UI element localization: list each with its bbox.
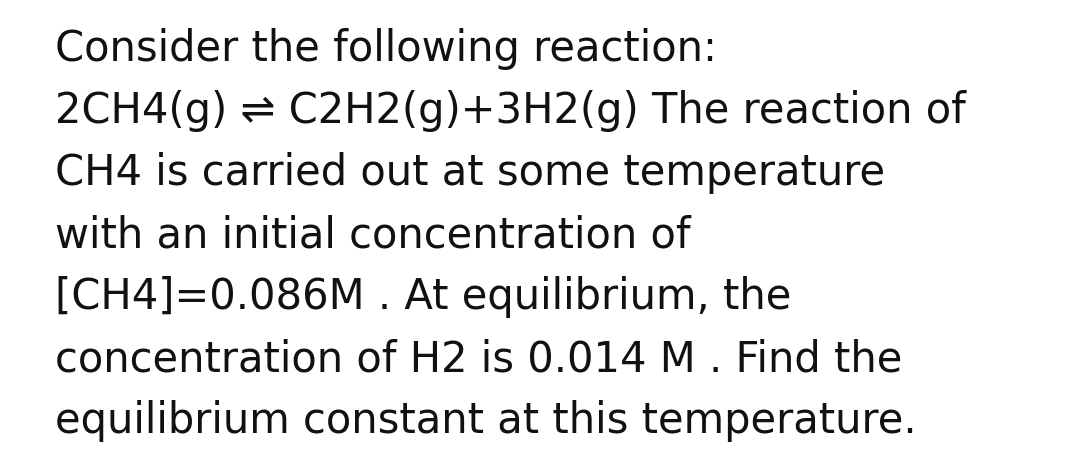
Text: 2CH4(g) ⇌ C2H2(g)+3H2(g) The reaction of: 2CH4(g) ⇌ C2H2(g)+3H2(g) The reaction of (55, 90, 966, 132)
Text: with an initial concentration of: with an initial concentration of (55, 214, 690, 256)
Text: Consider the following reaction:: Consider the following reaction: (55, 28, 717, 70)
Text: CH4 is carried out at some temperature: CH4 is carried out at some temperature (55, 152, 886, 194)
Text: concentration of H2 is 0.014 M . Find the: concentration of H2 is 0.014 M . Find th… (55, 338, 903, 380)
Text: [CH4]=0.086M . At equilibrium, the: [CH4]=0.086M . At equilibrium, the (55, 276, 792, 318)
Text: equilibrium constant at this temperature.: equilibrium constant at this temperature… (55, 400, 917, 442)
